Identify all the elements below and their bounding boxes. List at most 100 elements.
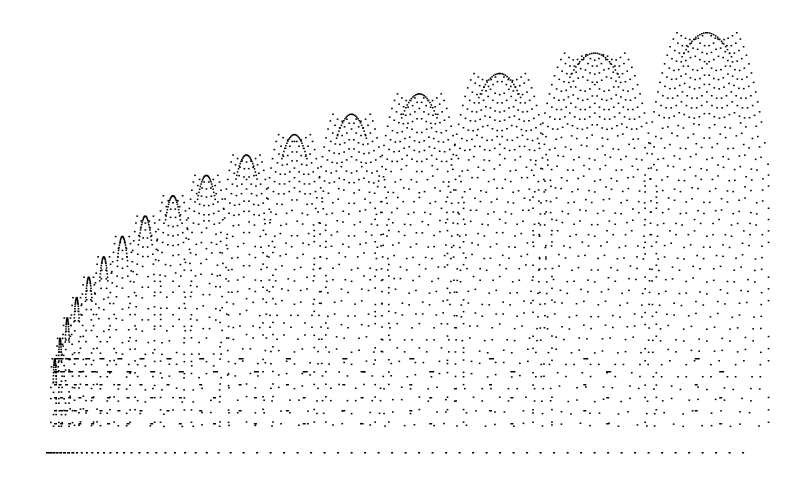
pattern-dot (353, 235, 356, 237)
pattern-dot (526, 253, 529, 256)
pattern-dot (644, 174, 646, 176)
pattern-dot (471, 176, 473, 179)
pattern-dot (382, 375, 385, 378)
pattern-dot (446, 335, 449, 337)
pattern-dot (767, 347, 770, 350)
pattern-dot (379, 387, 382, 389)
pattern-dot (706, 101, 708, 103)
pattern-dot (586, 338, 588, 340)
pattern-dot (285, 358, 291, 360)
pattern-dot (250, 192, 253, 195)
pattern-dot (477, 128, 479, 131)
pattern-dot (445, 222, 447, 224)
pattern-dot (388, 263, 390, 266)
pattern-dot (114, 235, 117, 238)
pattern-dot (437, 277, 440, 280)
pattern-dot (266, 255, 268, 257)
pattern-dot (701, 67, 703, 69)
pattern-dot (262, 396, 264, 398)
pattern-dot (325, 286, 327, 288)
pattern-dot (298, 137, 300, 139)
pattern-dot (540, 202, 542, 204)
pattern-dot (140, 224, 143, 226)
pattern-dot (745, 301, 748, 304)
pattern-dot (650, 200, 652, 202)
pattern-dot (446, 264, 449, 266)
pattern-dot (106, 364, 109, 366)
pattern-dot (409, 388, 412, 390)
pattern-dot (469, 188, 471, 190)
pattern-dot (685, 376, 688, 378)
pattern-dot (687, 233, 690, 236)
pattern-dot (390, 170, 392, 173)
pattern-dot (457, 123, 460, 126)
pattern-dot (73, 352, 76, 354)
pattern-dot (162, 195, 165, 197)
pattern-dot (685, 201, 688, 203)
lobe (446, 72, 553, 427)
pattern-dot (532, 311, 534, 313)
pattern-dot (346, 132, 348, 134)
pattern-dot (272, 274, 274, 276)
pattern-dot (742, 143, 745, 146)
pattern-dot (293, 303, 296, 305)
pattern-dot (510, 213, 513, 215)
pattern-dot (215, 243, 218, 246)
pattern-dot (587, 279, 589, 281)
pattern-dot (376, 185, 379, 188)
pattern-dot (537, 316, 539, 318)
pattern-dot (590, 327, 592, 330)
pattern-dot (731, 101, 734, 103)
pattern-dot (176, 201, 178, 203)
pattern-dot (262, 408, 264, 411)
pattern-dot (439, 121, 441, 124)
pattern-dot (313, 383, 316, 386)
pattern-dot (760, 268, 763, 271)
pattern-dot (593, 59, 596, 61)
pattern-dot (738, 302, 741, 304)
pattern-dot (250, 183, 253, 185)
pattern-dot (133, 291, 136, 294)
pattern-dot (584, 90, 586, 92)
pattern-dot (166, 296, 168, 298)
pattern-dot (503, 92, 506, 94)
pattern-dot (336, 220, 339, 222)
pattern-dot (762, 178, 764, 180)
pattern-dot (279, 173, 282, 175)
pattern-dot (518, 93, 520, 95)
pattern-dot (651, 153, 653, 155)
baseline-dash (674, 452, 677, 454)
pattern-dot (433, 234, 435, 237)
pattern-dot (604, 57, 607, 59)
pattern-dot (528, 188, 531, 190)
pattern-dot (296, 235, 299, 237)
pattern-dot (312, 303, 315, 305)
pattern-dot (254, 245, 256, 248)
pattern-dot (367, 325, 370, 327)
pattern-dot (454, 363, 457, 365)
pattern-dot (362, 127, 364, 129)
pattern-dot (644, 421, 646, 423)
pattern-dot (512, 191, 514, 193)
pattern-dot (733, 281, 736, 283)
pattern-dot (606, 423, 610, 425)
pattern-dot (663, 63, 666, 65)
pattern-dot (118, 244, 121, 246)
pattern-dot (738, 155, 741, 157)
pattern-dot (230, 161, 232, 163)
pattern-dot (414, 361, 417, 364)
pattern-dot (549, 179, 552, 181)
pattern-dot (617, 86, 620, 88)
pattern-dot (343, 337, 345, 339)
pattern-dot (532, 347, 534, 350)
pattern-dot (423, 190, 426, 193)
pattern-dot (150, 371, 156, 373)
pattern-dot (437, 140, 440, 143)
pattern-dot (172, 202, 174, 204)
pattern-dot (318, 222, 320, 224)
pattern-dot (330, 245, 333, 247)
pattern-dot (68, 358, 70, 361)
pattern-dot (679, 147, 682, 150)
pattern-dot (405, 257, 408, 260)
pattern-dot (255, 174, 257, 177)
